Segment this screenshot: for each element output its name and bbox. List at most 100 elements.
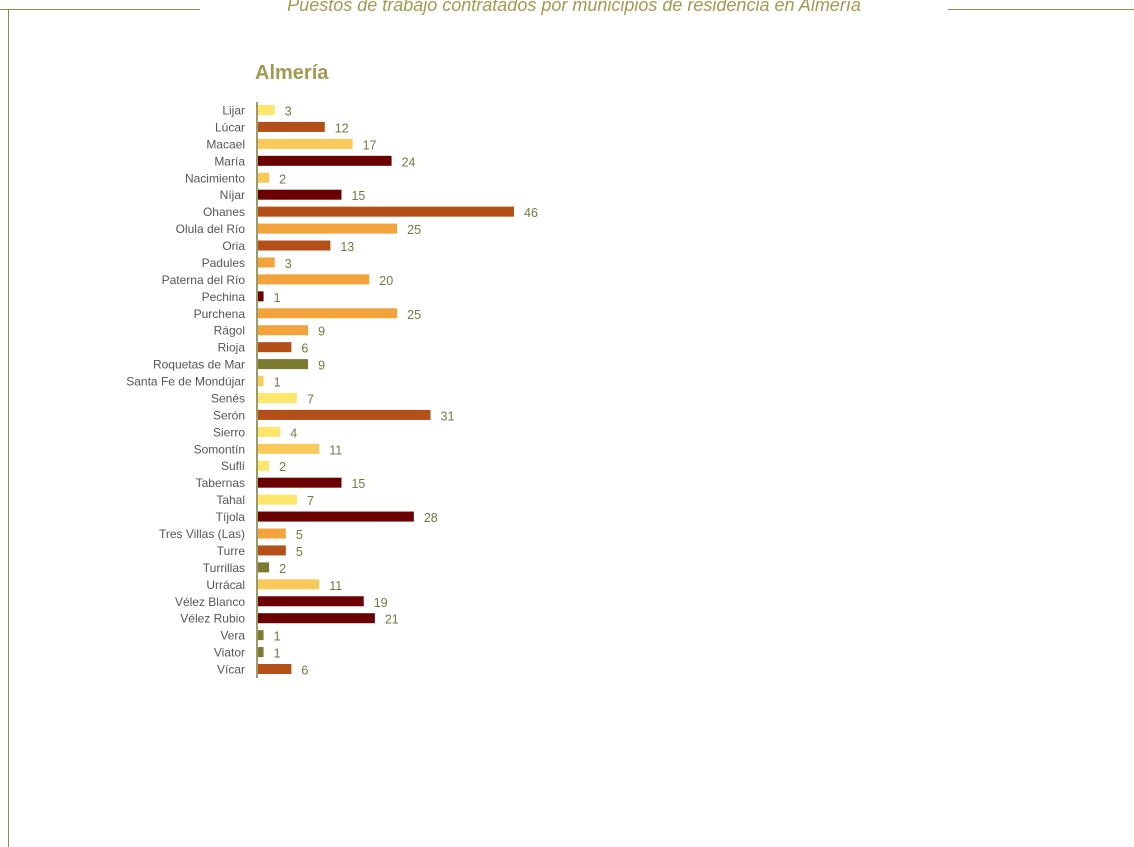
data-label: 6: [301, 342, 308, 356]
bar: [258, 121, 325, 132]
data-label: 3: [285, 105, 292, 119]
bar: [258, 494, 297, 505]
bar: [258, 325, 309, 336]
category-label: Pechina: [202, 290, 246, 304]
category-label: Paterna del Río: [162, 273, 246, 287]
category-label: Nacimiento: [185, 171, 245, 185]
data-label: 9: [318, 359, 325, 373]
bar: [258, 477, 342, 488]
data-label: 11: [329, 579, 342, 593]
category-label: Urrácal: [206, 578, 245, 592]
category-label: Padules: [202, 256, 245, 270]
category-label: Tabernas: [196, 476, 245, 490]
category-label: Serón: [213, 408, 245, 422]
category-label: Roquetas de Mar: [153, 358, 245, 372]
category-label: Vera: [220, 629, 245, 643]
bar: [258, 359, 309, 370]
category-label: Tres Villas (Las): [159, 527, 245, 541]
frame-line-top-right: [948, 9, 1134, 10]
bar: [258, 647, 264, 658]
bar: [258, 630, 264, 641]
category-label: Níjar: [220, 188, 245, 202]
data-label: 17: [363, 138, 377, 152]
category-label: Olula del Río: [176, 222, 246, 236]
bar: [258, 274, 370, 285]
frame-line-left: [8, 9, 9, 847]
data-label: 24: [402, 155, 416, 169]
category-label: Sierro: [213, 425, 245, 439]
bar: [258, 155, 392, 166]
data-label: 1: [274, 647, 281, 661]
bar: [258, 189, 342, 200]
bar: [258, 206, 514, 217]
bar: [258, 342, 292, 353]
data-label: 1: [274, 630, 281, 644]
page-title: Puestos de trabajo contratados por munic…: [287, 0, 861, 15]
category-label: María: [214, 154, 245, 168]
data-label: 3: [285, 257, 292, 271]
category-label: Somontín: [194, 442, 245, 456]
data-label: 15: [351, 477, 365, 491]
category-label: Turre: [217, 544, 246, 558]
bar: [258, 376, 264, 387]
data-label: 25: [407, 308, 421, 322]
bar: [258, 460, 270, 471]
data-label: 21: [385, 613, 399, 627]
category-label: Oria: [222, 239, 245, 253]
bar: [258, 511, 414, 522]
data-label: 5: [296, 528, 303, 542]
category-label: Santa Fe de Mondújar: [126, 375, 245, 389]
bar: [258, 392, 297, 403]
category-label: Tíjola: [216, 510, 246, 524]
bar: [258, 308, 398, 319]
data-label: 1: [274, 291, 281, 305]
category-label: Lijar: [222, 104, 245, 118]
category-label: Rágol: [214, 324, 245, 338]
category-label: Senés: [211, 391, 245, 405]
category-label: Viator: [214, 646, 245, 660]
category-label: Macael: [206, 137, 245, 151]
bar: [258, 223, 398, 234]
bar: [258, 291, 264, 302]
bar: [258, 528, 286, 539]
category-label: Ohanes: [203, 205, 245, 219]
data-label: 46: [524, 206, 538, 220]
bar: [258, 240, 331, 251]
bar: [258, 426, 281, 437]
category-label: Rioja: [218, 341, 246, 355]
data-label: 6: [301, 664, 308, 678]
bar: [258, 443, 320, 454]
category-label: Lúcar: [215, 120, 245, 134]
data-label: 7: [307, 494, 314, 508]
bar: [258, 545, 286, 556]
data-label: 31: [441, 409, 455, 423]
data-label: 2: [279, 172, 286, 186]
data-label: 12: [335, 121, 349, 135]
category-label: Vícar: [217, 663, 245, 677]
data-label: 13: [340, 240, 354, 254]
chart-title: Almería: [255, 62, 329, 84]
bar: [258, 409, 431, 420]
bar: [258, 172, 270, 183]
data-label: 4: [290, 426, 297, 440]
category-label: Purchena: [194, 307, 246, 321]
data-label: 20: [379, 274, 393, 288]
data-label: 25: [407, 223, 421, 237]
data-label: 5: [296, 545, 303, 559]
data-label: 19: [374, 596, 388, 610]
bar: [258, 613, 375, 624]
category-label: Turrillas: [203, 561, 245, 575]
bar: [258, 138, 353, 149]
data-label: 15: [351, 189, 365, 203]
data-label: 7: [307, 392, 314, 406]
data-label: 28: [424, 511, 438, 525]
bar: [258, 579, 320, 590]
category-label: Vélez Blanco: [175, 595, 245, 609]
data-label: 11: [329, 443, 342, 457]
bar: [258, 664, 292, 675]
bar: [258, 257, 275, 268]
category-label: Suflí: [221, 459, 246, 473]
bar: [258, 105, 275, 115]
data-label: 2: [279, 460, 286, 474]
bar: [258, 562, 270, 573]
